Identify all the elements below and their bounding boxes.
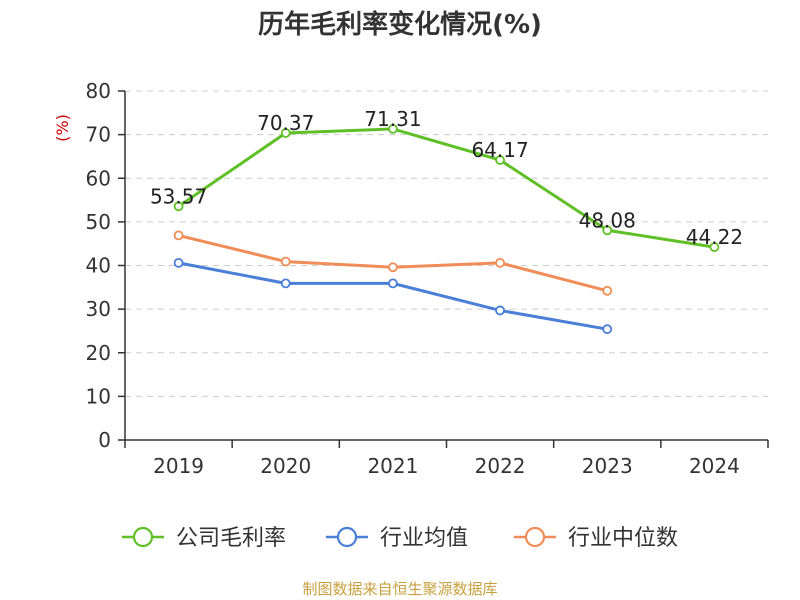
legend-marker — [524, 526, 546, 548]
x-tick-label: 2020 — [260, 454, 311, 478]
legend[interactable]: 公司毛利率 行业均值 行业中位数 — [122, 526, 678, 551]
y-tick-label: 50 — [86, 210, 111, 234]
legend-item[interactable]: 行业均值 — [326, 526, 468, 551]
series — [173, 124, 720, 335]
data-point — [495, 257, 505, 268]
x-tick-label: 2021 — [367, 454, 418, 478]
data-label: 44.22 — [686, 225, 743, 249]
y-tick-label: 40 — [86, 254, 111, 278]
data-point — [173, 230, 184, 241]
y-tick-label: 80 — [86, 79, 111, 103]
data-point — [173, 257, 184, 268]
y-tick-label: 10 — [86, 384, 111, 408]
data-point — [280, 256, 291, 267]
legend-marker — [336, 526, 358, 548]
x-tick-label: 2022 — [475, 454, 526, 478]
x-tick-label: 2023 — [582, 454, 633, 478]
legend-label: 公司毛利率 — [176, 526, 286, 551]
data-point — [173, 201, 184, 212]
data-point — [388, 262, 398, 273]
grid — [125, 90, 768, 397]
data-point — [602, 285, 613, 296]
data-point — [709, 242, 720, 252]
y-tick-label: 60 — [86, 166, 111, 190]
data-point — [602, 324, 613, 335]
data-point — [388, 278, 398, 289]
data-label: 64.17 — [471, 138, 528, 162]
legend-item[interactable]: 公司毛利率 — [122, 526, 286, 551]
data-label: 48.08 — [579, 208, 636, 232]
series-line — [177, 127, 715, 249]
data-point — [495, 155, 505, 165]
legend-label: 行业中位数 — [568, 526, 678, 551]
legend-label: 行业均值 — [380, 526, 468, 551]
data-label: 70.37 — [257, 111, 314, 135]
source-text: 制图数据来自恒生聚源数据库 — [302, 580, 497, 598]
y-tick-label: 30 — [86, 297, 111, 321]
chart-title: 历年毛利率变化情况(%) — [258, 9, 542, 40]
y-tick-label: 0 — [98, 428, 111, 452]
y-axis-label: (%) — [53, 114, 72, 142]
data-point — [388, 124, 398, 134]
data-point — [495, 305, 505, 316]
x-tick-label: 2024 — [689, 454, 740, 478]
axes: 0 10 20 30 40 50 60 70 80 2019 2020 2021 2022 2023 202… — [86, 79, 769, 478]
data-label: 71.31 — [364, 107, 421, 131]
data-labels: 53.57 70.37 71.31 64.17 48.08 44.22 — [150, 107, 743, 249]
x-tick-label: 2019 — [153, 454, 204, 478]
data-point — [602, 225, 613, 236]
data-point — [280, 278, 291, 289]
data-point — [280, 128, 291, 138]
data-label: 53.57 — [150, 184, 207, 208]
y-tick-label: 70 — [86, 123, 111, 147]
y-tick-label: 20 — [86, 341, 111, 365]
legend-item[interactable]: 行业中位数 — [514, 526, 678, 551]
legend-marker — [132, 526, 154, 548]
